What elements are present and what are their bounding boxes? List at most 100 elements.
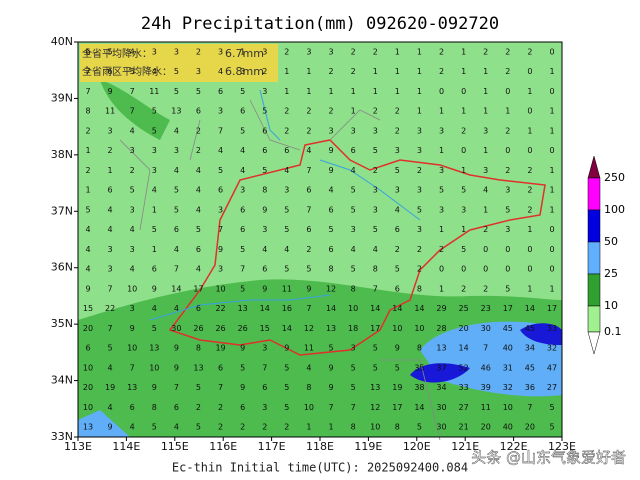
station-value: 45 — [525, 324, 535, 333]
station-value: 0 — [461, 87, 466, 96]
station-value: 26 — [193, 324, 203, 333]
station-value: 2 — [395, 126, 400, 135]
station-value: 2 — [262, 67, 267, 76]
station-value: 7 — [306, 166, 311, 175]
station-value: 25 — [459, 304, 469, 313]
station-value: 33 — [459, 383, 469, 392]
station-value: 13 — [83, 423, 93, 432]
station-value: 9 — [306, 284, 311, 293]
station-value: 5 — [108, 48, 113, 57]
x-tick-label: 122E — [500, 440, 528, 453]
station-value: 1 — [395, 67, 400, 76]
station-value: 19 — [105, 383, 115, 392]
station-value: 1 — [329, 87, 334, 96]
station-value: 15 — [260, 324, 270, 333]
station-value: 5 — [262, 107, 267, 116]
station-value: 2 — [130, 166, 135, 175]
station-value: 2 — [196, 146, 201, 155]
station-value: 7 — [108, 324, 113, 333]
station-value: 3 — [130, 245, 135, 254]
station-value: 7 — [218, 225, 223, 234]
station-value: 2 — [439, 67, 444, 76]
title: 24h Precipitation(mm) 092620-092720 — [141, 14, 499, 34]
station-value: 5 — [417, 423, 422, 432]
station-value: 46 — [481, 363, 491, 372]
borders — [119, 89, 546, 441]
station-value: 14 — [260, 304, 270, 313]
station-value: 0 — [505, 146, 510, 155]
station-value: 10 — [392, 324, 402, 333]
station-value: 2 — [461, 126, 466, 135]
station-value: 4 — [351, 166, 356, 175]
station-value: 29 — [436, 304, 446, 313]
station-value: 3 — [262, 344, 267, 353]
station-value: 3 — [417, 126, 422, 135]
station-value: 3 — [373, 126, 378, 135]
station-value: 3 — [240, 186, 245, 195]
station-value: 5 — [351, 186, 356, 195]
station-value: 7 — [306, 205, 311, 214]
station-value: 0 — [527, 146, 532, 155]
station-value: 4 — [152, 186, 157, 195]
station-value: 9 — [240, 344, 245, 353]
station-value: 14 — [414, 403, 424, 412]
info-box — [80, 44, 278, 82]
station-value: 8 — [373, 265, 378, 274]
station-value: 9 — [108, 423, 113, 432]
station-value: 1 — [439, 284, 444, 293]
station-value: 6 — [306, 225, 311, 234]
station-value: 5 — [461, 186, 466, 195]
station-value: 0 — [461, 146, 466, 155]
station-value: 3 — [130, 146, 135, 155]
station-value: 10 — [127, 344, 137, 353]
station-value: 2 — [395, 245, 400, 254]
station-value: 30 — [171, 324, 181, 333]
station-value: 5 — [240, 284, 245, 293]
station-value: 5 — [152, 225, 157, 234]
station-value: 3 — [439, 205, 444, 214]
station-value: 1 — [306, 423, 311, 432]
x-tick-label: 123E — [548, 440, 576, 453]
station-value: 3 — [218, 205, 223, 214]
station-value: 0 — [549, 48, 554, 57]
shading — [78, 80, 562, 437]
station-value: 14 — [525, 304, 535, 313]
station-value: 2 — [417, 265, 422, 274]
station-value: 10 — [215, 284, 225, 293]
station-value: 4 — [284, 245, 289, 254]
station-value: 3 — [417, 225, 422, 234]
station-value: 14 — [282, 324, 292, 333]
station-value: 34 — [436, 383, 446, 392]
legend-label: 10 — [604, 299, 618, 312]
station-value: 5 — [284, 383, 289, 392]
station-value: 5 — [196, 87, 201, 96]
station-value: 2 — [505, 126, 510, 135]
station-value: 14 — [326, 304, 336, 313]
station-value: 6 — [262, 265, 267, 274]
station-value: 9 — [152, 383, 157, 392]
station-value: 2 — [373, 166, 378, 175]
station-value: 1 — [306, 67, 311, 76]
station-value: 3 — [505, 225, 510, 234]
station-value: 1 — [483, 87, 488, 96]
station-value: 20 — [525, 423, 535, 432]
station-value: 30 — [481, 324, 491, 333]
station-value: 0 — [549, 146, 554, 155]
station-value: 3 — [108, 245, 113, 254]
station-value: 4 — [108, 205, 113, 214]
station-value: 9 — [152, 284, 157, 293]
station-value: 1 — [549, 126, 554, 135]
station-value: 2 — [306, 126, 311, 135]
station-value: 7 — [130, 363, 135, 372]
station-value: 5 — [240, 363, 245, 372]
station-value: 3 — [130, 205, 135, 214]
station-value: 4 — [152, 304, 157, 313]
station-value: 4 — [306, 146, 311, 155]
station-value: 3 — [351, 126, 356, 135]
station-value: 5 — [351, 265, 356, 274]
station-value: 2 — [461, 284, 466, 293]
station-value: 6 — [306, 186, 311, 195]
station-value: 9 — [174, 344, 179, 353]
station-value: 1 — [306, 87, 311, 96]
station-value: 5 — [505, 205, 510, 214]
